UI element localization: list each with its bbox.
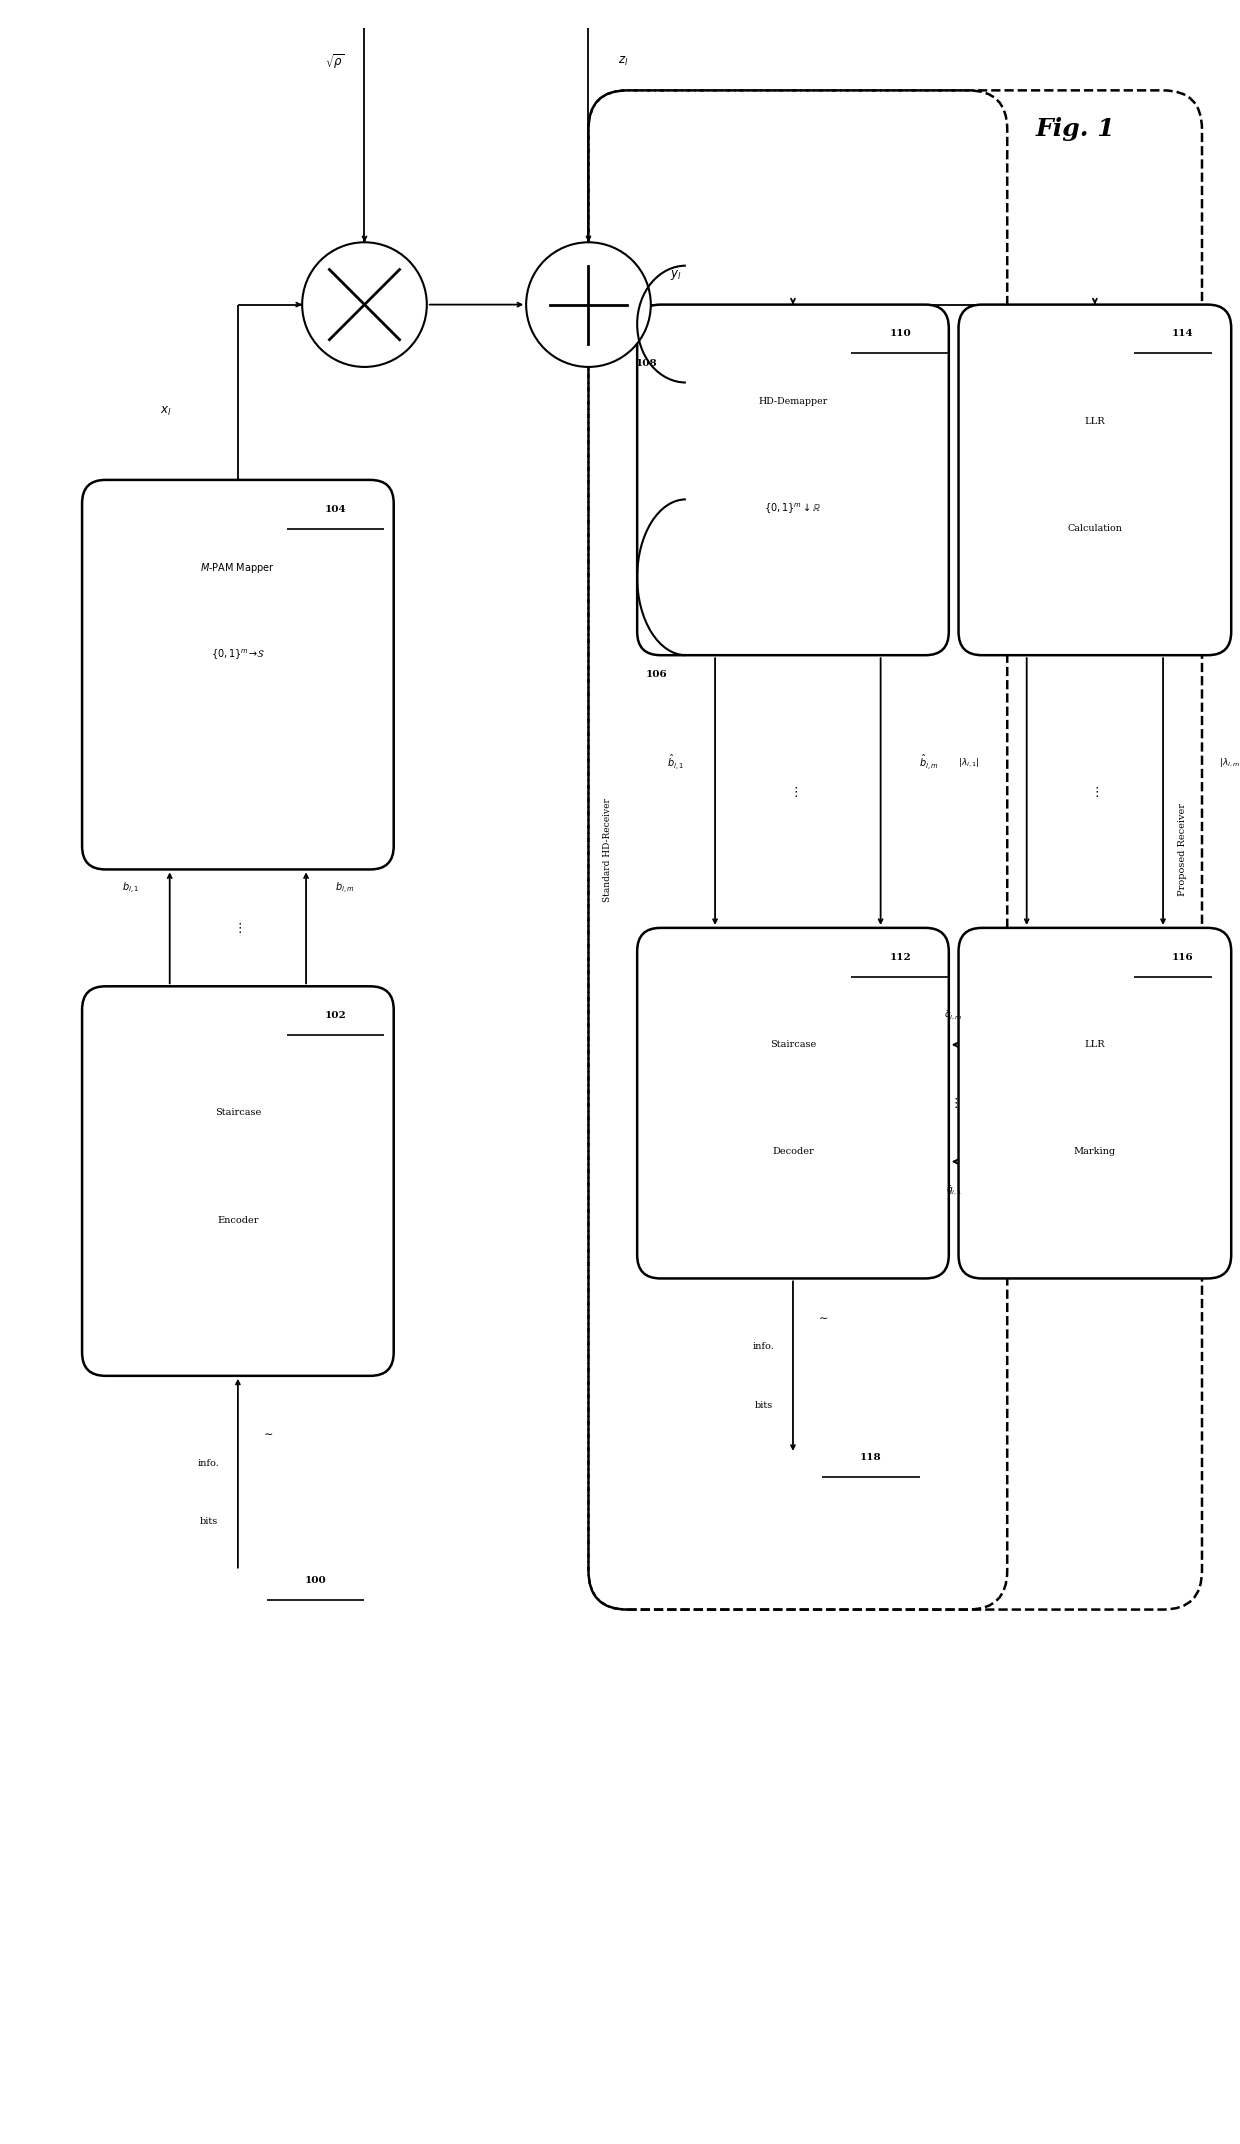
Text: Decoder: Decoder — [773, 1147, 813, 1156]
Text: $\bar{q}_{l,1}$: $\bar{q}_{l,1}$ — [946, 1183, 962, 1196]
Text: 100: 100 — [305, 1576, 326, 1584]
Text: Standard HD-Receiver: Standard HD-Receiver — [604, 798, 613, 903]
Circle shape — [526, 242, 651, 367]
Text: Staircase: Staircase — [215, 1108, 260, 1117]
Text: 104: 104 — [325, 504, 346, 515]
Text: $\bar{q}_{l,m}$: $\bar{q}_{l,m}$ — [945, 1010, 963, 1023]
Text: 114: 114 — [1172, 330, 1193, 339]
Text: 110: 110 — [889, 330, 911, 339]
Circle shape — [303, 242, 427, 367]
Text: $\sqrt{\rho}$: $\sqrt{\rho}$ — [325, 51, 345, 71]
Text: bits: bits — [200, 1518, 218, 1527]
Text: Fig. 1: Fig. 1 — [1035, 118, 1115, 142]
Text: HD-Demapper: HD-Demapper — [759, 397, 827, 407]
Text: $\{0,1\}^m \!\rightarrow\! \mathcal{S}$: $\{0,1\}^m \!\rightarrow\! \mathcal{S}$ — [211, 647, 265, 662]
FancyBboxPatch shape — [637, 928, 949, 1278]
Text: $x_l$: $x_l$ — [160, 405, 171, 418]
FancyBboxPatch shape — [637, 304, 949, 656]
Text: $\sim$: $\sim$ — [816, 1312, 828, 1323]
Text: $b_{l,1}$: $b_{l,1}$ — [123, 881, 139, 896]
Text: $|\lambda_{l,1}|$: $|\lambda_{l,1}|$ — [957, 757, 980, 770]
Text: $\hat{b}_{l,1}$: $\hat{b}_{l,1}$ — [667, 753, 684, 772]
Text: 102: 102 — [325, 1012, 346, 1021]
Text: $b_{l,m}$: $b_{l,m}$ — [335, 881, 355, 896]
Text: $\sim$: $\sim$ — [260, 1430, 273, 1439]
Text: $\vdots$: $\vdots$ — [233, 922, 242, 935]
Text: $\vdots$: $\vdots$ — [1090, 785, 1100, 798]
Text: LLR: LLR — [1085, 416, 1105, 427]
Text: 118: 118 — [861, 1454, 882, 1462]
FancyBboxPatch shape — [959, 304, 1231, 656]
Text: Staircase: Staircase — [770, 1040, 816, 1048]
Text: $y_l$: $y_l$ — [671, 268, 682, 283]
Text: $\{0,1\}^m \downarrow \mathbb{R}$: $\{0,1\}^m \downarrow \mathbb{R}$ — [764, 502, 822, 517]
Text: 112: 112 — [889, 952, 911, 963]
FancyBboxPatch shape — [82, 986, 394, 1376]
Text: $z_l$: $z_l$ — [619, 54, 629, 69]
Text: Marking: Marking — [1074, 1147, 1116, 1156]
Text: Calculation: Calculation — [1068, 523, 1122, 534]
Text: info.: info. — [753, 1342, 775, 1351]
Text: 108: 108 — [636, 358, 657, 367]
Text: bits: bits — [755, 1400, 773, 1409]
Text: 116: 116 — [1172, 952, 1193, 963]
Text: $|\lambda_{l,m}|$: $|\lambda_{l,m}|$ — [1219, 757, 1240, 770]
Text: Proposed Receiver: Proposed Receiver — [1178, 804, 1187, 896]
Text: info.: info. — [197, 1458, 219, 1469]
Text: $\vdots$: $\vdots$ — [949, 1096, 959, 1111]
Text: $\vdots$: $\vdots$ — [789, 785, 797, 798]
Text: Encoder: Encoder — [217, 1216, 259, 1224]
Text: LLR: LLR — [1085, 1040, 1105, 1048]
Text: 106: 106 — [646, 671, 667, 680]
Text: $\hat{b}_{l,m}$: $\hat{b}_{l,m}$ — [919, 753, 939, 772]
FancyBboxPatch shape — [82, 480, 394, 870]
Text: $M$-PAM Mapper: $M$-PAM Mapper — [201, 560, 275, 575]
FancyBboxPatch shape — [959, 928, 1231, 1278]
